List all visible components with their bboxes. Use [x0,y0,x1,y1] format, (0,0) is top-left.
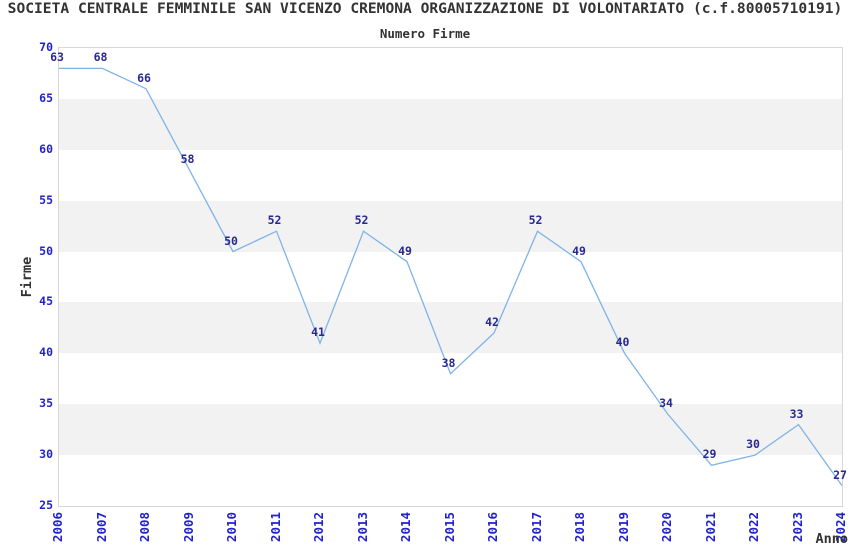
x-tick-label: 2006 [50,511,65,543]
x-axis-label: Anno [815,531,848,547]
chart-title: SOCIETA CENTRALE FEMMINILE SAN VICENZO C… [7,0,843,17]
data-point-label: 52 [354,213,369,228]
plot-area [58,47,843,507]
data-point-label: 33 [789,406,804,421]
x-tick-label: 2009 [180,511,196,543]
y-tick-label: 60 [39,141,53,156]
data-point-label: 49 [398,243,412,258]
x-tick-label: 2017 [528,511,544,543]
data-point-label: 42 [485,314,499,329]
x-tick-label: 2013 [354,511,370,543]
y-tick-label: 45 [39,294,53,309]
x-tick-label: 2018 [572,511,587,543]
y-tick-label: 50 [39,243,53,258]
data-point-label: 49 [572,243,586,258]
grid-band [59,98,842,150]
data-point-label: 50 [224,233,238,248]
grid-band [59,200,842,252]
x-tick-label: 2014 [398,511,413,543]
y-axis-label: Firme [19,256,35,298]
x-tick-label: 2015 [441,511,457,543]
x-tick-label: 2011 [267,511,283,543]
data-point-label: 52 [528,213,543,228]
data-point-label: 58 [180,152,195,167]
x-tick-label: 2012 [311,511,326,543]
x-tick-label: 2023 [789,511,805,543]
x-tick-label: 2016 [485,511,500,543]
data-point-label: 63 [50,50,64,65]
x-tick-label: 2010 [224,511,239,543]
data-point-label: 29 [702,447,717,462]
data-point-label: 38 [441,355,456,370]
grid-band [59,404,842,456]
grid-band [59,48,842,99]
y-tick-label: 30 [39,447,53,462]
y-tick-label: 25 [39,498,53,512]
y-tick-label: 55 [39,192,53,207]
y-tick-label: 65 [39,90,53,105]
y-tick-label: 70 [39,40,53,54]
x-tick-label: 2022 [746,511,761,543]
line-series-svg [59,67,843,486]
data-point-label: 52 [267,213,282,228]
data-point-label: 40 [615,335,630,350]
y-tick-label: 35 [39,396,53,411]
x-tick-label: 2008 [137,511,152,543]
series-polyline [59,67,843,486]
grid-band [59,302,842,354]
data-point-label: 41 [311,325,325,340]
grid-band [59,149,842,201]
y-tick-label: 40 [39,345,53,360]
x-tick-label: 2007 [93,511,109,543]
data-point-label: 68 [93,50,108,65]
data-point-label: 27 [833,467,847,482]
data-point-label: 30 [746,437,760,452]
x-tick-label: 2021 [702,511,718,543]
chart-subtitle: Numero Firme [379,26,471,41]
data-point-label: 66 [137,70,151,85]
x-tick-label: 2019 [615,511,631,543]
grid-band [59,251,842,303]
data-point-label: 34 [659,396,673,411]
grid-band [59,353,842,405]
x-tick-label: 2020 [659,511,674,543]
grid-band [59,455,842,506]
